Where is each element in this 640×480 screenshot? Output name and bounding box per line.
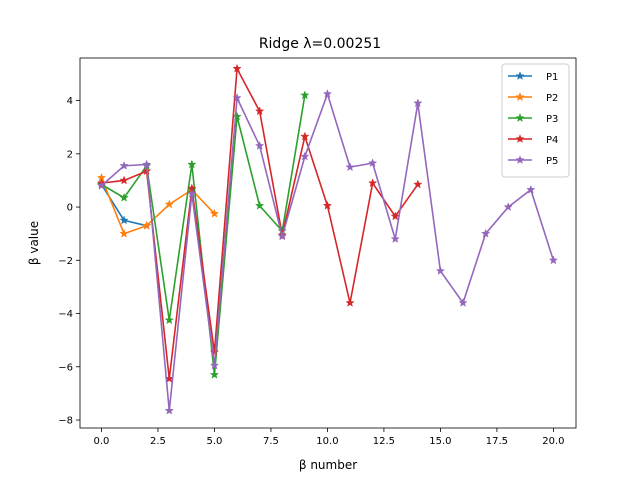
point-p5-20 <box>548 255 559 265</box>
point-p5-10 <box>322 89 333 98</box>
y-tick-label: −8 <box>58 416 73 427</box>
legend-box <box>501 63 570 178</box>
x-tick-label: 5.0 <box>206 436 222 447</box>
point-p4-11 <box>345 297 355 307</box>
y-tick-label: −4 <box>58 309 73 320</box>
x-tick-label: 7.5 <box>263 436 279 447</box>
y-tick-label: −6 <box>58 362 73 373</box>
point-p5-18 <box>503 202 513 212</box>
point-p5-8 <box>277 231 287 241</box>
point-p5-1 <box>119 160 129 170</box>
y-tick-label: −2 <box>58 256 73 267</box>
point-p5-9 <box>300 151 310 161</box>
point-p5-12 <box>367 158 378 168</box>
x-tick-label: 10.0 <box>316 436 338 447</box>
series-p5 <box>96 89 559 415</box>
legend-label-p2: P2 <box>546 93 558 104</box>
point-p3-3 <box>164 315 174 325</box>
point-p5-13 <box>390 234 400 243</box>
legend-marker-p3 <box>515 113 525 122</box>
x-tick-label: 20.0 <box>542 436 564 447</box>
point-p2-2 <box>141 220 152 230</box>
chart-title: Ridge λ=0.00251 <box>259 36 381 52</box>
legend-label-p1: P1 <box>546 72 558 83</box>
point-p3-9 <box>300 90 310 100</box>
legend-label-p5: P5 <box>546 156 558 167</box>
point-p4-1 <box>119 175 129 185</box>
point-p5-11 <box>345 162 355 172</box>
legend-item-p5: P5 <box>508 155 558 167</box>
point-p5-0 <box>96 180 107 190</box>
point-p3-7 <box>254 200 265 210</box>
legend-marker-p5 <box>515 155 525 164</box>
point-p2-1 <box>119 228 129 238</box>
x-tick-label: 2.5 <box>150 436 166 447</box>
point-p5-5 <box>209 360 220 370</box>
point-p4-12 <box>367 178 378 188</box>
point-p2-3 <box>164 199 174 209</box>
point-p5-19 <box>526 184 536 194</box>
point-p5-6 <box>232 93 242 102</box>
x-axis-label: β number <box>299 458 357 472</box>
point-p4-9 <box>300 131 310 141</box>
legend-item-p2: P2 <box>508 92 558 104</box>
y-tick-label: 4 <box>67 96 73 107</box>
point-p4-5 <box>209 347 220 357</box>
x-tick-label: 15.0 <box>429 436 451 447</box>
y-axis-label: β value <box>27 221 41 265</box>
legend-item-p4: P4 <box>508 134 558 146</box>
y-tick-label: 0 <box>67 203 73 214</box>
point-p5-16 <box>458 297 468 307</box>
legend-item-p3: P3 <box>508 113 558 125</box>
point-p4-6 <box>232 63 242 73</box>
point-p5-15 <box>435 266 446 275</box>
point-p5-2 <box>141 159 152 169</box>
legend: P1 P2 P3 P4 P5 <box>501 63 570 178</box>
plot-frame <box>79 57 577 429</box>
point-p4-13 <box>390 211 400 221</box>
legend-label-p4: P4 <box>546 135 558 146</box>
legend-marker-p2 <box>515 92 525 101</box>
point-p3-4 <box>187 159 197 169</box>
point-p5-7 <box>254 140 265 150</box>
legend-item-p1: P1 <box>508 71 558 83</box>
point-p5-17 <box>480 228 491 238</box>
legend-marker-p1 <box>515 71 525 80</box>
point-p5-14 <box>413 98 423 108</box>
point-p4-10 <box>322 200 333 210</box>
point-p1-1 <box>119 215 129 225</box>
point-p4-7 <box>254 106 265 116</box>
point-p3-5 <box>209 369 220 379</box>
point-p5-4 <box>187 188 197 198</box>
point-p2-5 <box>209 208 220 218</box>
point-p4-14 <box>413 179 423 189</box>
x-tick-label: 0.0 <box>94 436 110 447</box>
x-tick-label: 17.5 <box>486 436 508 447</box>
legend-marker-p4 <box>515 134 525 143</box>
point-p5-3 <box>164 405 174 415</box>
legend-label-p3: P3 <box>546 114 558 125</box>
y-tick-label: 2 <box>67 149 73 160</box>
point-p3-1 <box>119 192 129 202</box>
x-tick-label: 12.5 <box>373 436 395 447</box>
